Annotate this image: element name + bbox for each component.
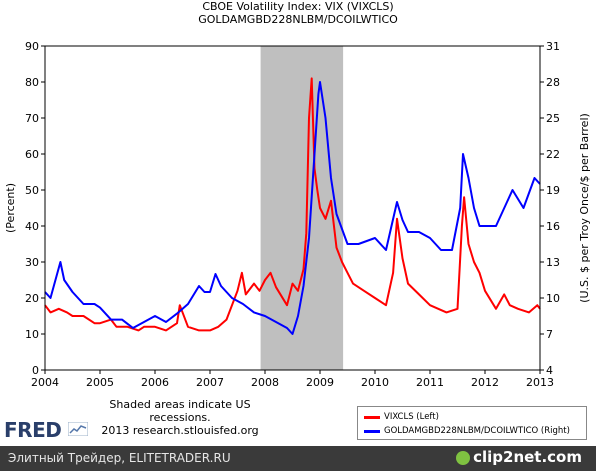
legend-swatch-vix — [364, 415, 380, 419]
footer-brand-text: clip2net.com — [473, 448, 582, 466]
x-tick-label: 2011 — [416, 376, 444, 389]
x-tick-label: 2005 — [86, 376, 114, 389]
recession-note: Shaded areas indicate US recessions. 201… — [80, 398, 280, 437]
left-tick-label: 50 — [25, 184, 39, 197]
left-tick-label: 0 — [32, 364, 39, 377]
footer-brand: clip2net.com — [456, 448, 582, 466]
x-tick-label: 2013 — [526, 376, 554, 389]
plot-frame — [44, 45, 541, 371]
right-tick-label: 19 — [546, 184, 560, 197]
y-axis-label-right: (U.S. $ per Troy Once/$ per Barrel) — [578, 113, 591, 303]
right-tick-label: 13 — [546, 256, 560, 269]
legend-label-vix: VIXCLS (Left) — [384, 412, 439, 422]
left-tick-label: 60 — [25, 148, 39, 161]
left-tick-label: 20 — [25, 292, 39, 305]
right-tick-label: 16 — [546, 220, 560, 233]
right-tick-label: 10 — [546, 292, 560, 305]
right-tick-label: 7 — [546, 328, 553, 341]
x-tick-label: 2012 — [471, 376, 499, 389]
legend-item-vix: VIXCLS (Left) — [364, 411, 439, 423]
right-tick-label: 22 — [546, 148, 560, 161]
fred-sparkline-icon — [68, 422, 88, 436]
legend: VIXCLS (Left) GOLDAMGBD228NLBM/DCOILWTIC… — [357, 406, 587, 440]
recession-note-text: Shaded areas indicate US recessions. — [109, 398, 251, 424]
chart-svg: 0 10 20 30 40 50 60 70 80 90 4 7 10 13 16 19 22 25 28 31 2… — [4, 40, 591, 389]
x-tick-label: 2007 — [196, 376, 224, 389]
legend-swatch-ratio — [364, 429, 380, 433]
right-tick-label: 4 — [546, 364, 553, 377]
series-layer — [44, 77, 541, 335]
right-tick-label: 31 — [546, 40, 560, 53]
x-tick-label: 2009 — [306, 376, 334, 389]
x-tick-label: 2004 — [31, 376, 59, 389]
series-line-vix — [44, 77, 541, 332]
left-tick-label: 70 — [25, 112, 39, 125]
left-tick-label: 90 — [25, 40, 39, 53]
x-tick-label: 2008 — [251, 376, 279, 389]
x-axis-ticks: 2004 2005 2006 2007 2008 2009 2010 2011 2012 2013 — [31, 370, 554, 389]
x-tick-label: 2010 — [361, 376, 389, 389]
right-tick-label: 25 — [546, 112, 560, 125]
chart-title: CBOE Volatility Index: VIX (VIXCLS) — [202, 0, 394, 13]
left-tick-label: 30 — [25, 256, 39, 269]
footer-bar: Элитный Трейдер, ELITETRADER.RU clip2net… — [0, 446, 596, 471]
left-tick-label: 10 — [25, 328, 39, 341]
left-axis-ticks: 0 10 20 30 40 50 60 70 80 90 — [25, 40, 45, 377]
chart-subtitle: GOLDAMGBD228NLBM/DCOILWTICO — [198, 13, 398, 26]
left-tick-label: 80 — [25, 76, 39, 89]
legend-label-ratio: GOLDAMGBD228NLBM/DCOILWTICO (Right) — [384, 426, 570, 436]
x-tick-label: 2006 — [141, 376, 169, 389]
y-axis-label-left: (Percent) — [4, 183, 17, 233]
chart-title-block: CBOE Volatility Index: VIX (VIXCLS) GOLD… — [0, 0, 596, 26]
right-tick-label: 28 — [546, 76, 560, 89]
source-note-text: 2013 research.stlouisfed.org — [101, 424, 259, 437]
fred-logo: FRED — [4, 418, 62, 442]
clip2net-icon — [456, 450, 471, 465]
legend-item-ratio: GOLDAMGBD228NLBM/DCOILWTICO (Right) — [364, 425, 570, 437]
left-tick-label: 40 — [25, 220, 39, 233]
footer-source-text: Элитный Трейдер, ELITETRADER.RU — [8, 451, 231, 465]
right-axis-ticks: 4 7 10 13 16 19 22 25 28 31 — [540, 40, 560, 377]
series-line-gold-oil-ratio — [44, 81, 541, 335]
